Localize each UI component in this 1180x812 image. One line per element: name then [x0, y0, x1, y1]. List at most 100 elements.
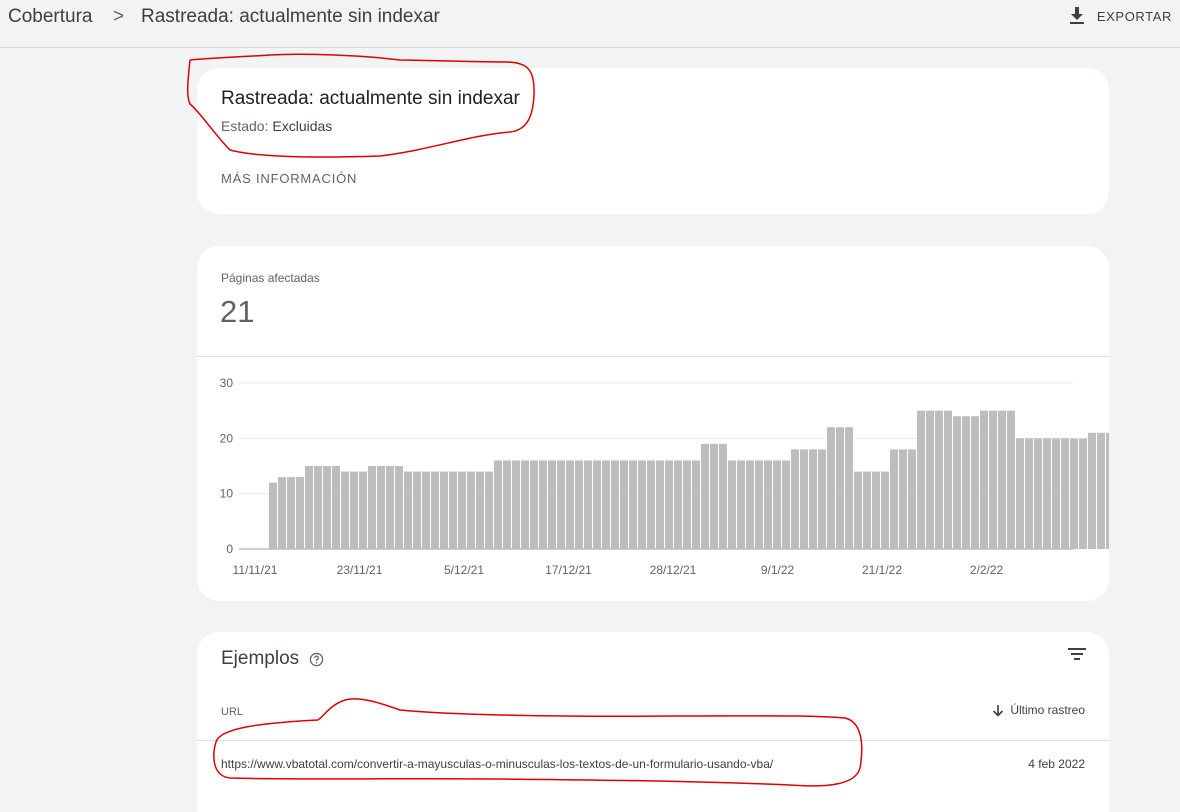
chart-bar[interactable] [962, 416, 970, 549]
chart-bar[interactable] [1070, 438, 1078, 549]
chart-bar[interactable] [521, 460, 529, 549]
chart-bar[interactable] [989, 410, 997, 549]
chart-bar[interactable] [287, 477, 295, 549]
column-header-last-crawl[interactable]: Último rastreo [992, 703, 1085, 717]
chart-bar[interactable] [620, 460, 628, 549]
chart-bar[interactable] [404, 471, 412, 549]
chart-bar[interactable] [422, 471, 430, 549]
chart-bar[interactable] [395, 466, 403, 549]
chart-bar[interactable] [827, 427, 835, 549]
chart-bar[interactable] [899, 449, 907, 549]
chart-bar[interactable] [512, 460, 520, 549]
chart-bar[interactable] [1088, 432, 1096, 549]
chart-bar[interactable] [323, 466, 331, 549]
chart-bar[interactable] [908, 449, 916, 549]
chart-bar[interactable] [476, 471, 484, 549]
chart-bar[interactable] [377, 466, 385, 549]
chart-bar[interactable] [773, 460, 781, 549]
chart-bar[interactable] [566, 460, 574, 549]
chart-bar[interactable] [791, 449, 799, 549]
chart-bar[interactable] [944, 410, 952, 549]
chart-bar[interactable] [278, 477, 286, 549]
chart-bar[interactable] [539, 460, 547, 549]
chart-bar[interactable] [1034, 438, 1042, 549]
chart-bar[interactable] [467, 471, 475, 549]
chart-bar[interactable] [746, 460, 754, 549]
chart-bar[interactable] [647, 460, 655, 549]
chart-bar[interactable] [818, 449, 826, 549]
chart-bar[interactable] [1079, 438, 1087, 549]
chart-bar[interactable] [602, 460, 610, 549]
chart-bar[interactable] [674, 460, 682, 549]
chart-bar[interactable] [314, 466, 322, 549]
chart-bar[interactable] [782, 460, 790, 549]
export-button[interactable]: EXPORTAR [1069, 5, 1172, 27]
chart-bar[interactable] [629, 460, 637, 549]
chart-bar[interactable] [350, 471, 358, 549]
chart-bar[interactable] [440, 471, 448, 549]
chart-bar[interactable] [296, 477, 304, 549]
chart-bar[interactable] [926, 410, 934, 549]
chart-bar[interactable] [503, 460, 511, 549]
chart-bar[interactable] [638, 460, 646, 549]
chart-bar[interactable] [1016, 438, 1024, 549]
chart-bar[interactable] [431, 471, 439, 549]
chart-bar[interactable] [728, 460, 736, 549]
more-info-link[interactable]: MÁS INFORMACIÓN [221, 171, 358, 186]
chart-bar[interactable] [530, 460, 538, 549]
chart-bar[interactable] [665, 460, 673, 549]
help-circle-icon[interactable] [309, 652, 324, 667]
chart-bar[interactable] [971, 416, 979, 549]
chart-bar[interactable] [872, 471, 880, 549]
chart-bar[interactable] [458, 471, 466, 549]
chart-bar[interactable] [845, 427, 853, 549]
chart-bar[interactable] [1043, 438, 1051, 549]
chart-bar[interactable] [980, 410, 988, 549]
chart-bar[interactable] [701, 443, 709, 549]
chart-bar[interactable] [881, 471, 889, 549]
column-header-url[interactable]: URL [221, 706, 244, 718]
chart-bar[interactable] [341, 471, 349, 549]
chart-bar[interactable] [764, 460, 772, 549]
chart-bar[interactable] [305, 466, 313, 549]
filter-icon[interactable] [1067, 646, 1087, 662]
chart-bar[interactable] [854, 471, 862, 549]
chart-bar[interactable] [557, 460, 565, 549]
chart-bar[interactable] [611, 460, 619, 549]
chart-bar[interactable] [269, 482, 277, 549]
chart-bar[interactable] [593, 460, 601, 549]
chart-bar[interactable] [584, 460, 592, 549]
row-url[interactable]: https://www.vbatotal.com/convertir-a-may… [221, 757, 774, 771]
chart-bar[interactable] [575, 460, 583, 549]
chart-bar[interactable] [1052, 438, 1060, 549]
chart-bar[interactable] [1106, 432, 1109, 549]
chart-bar[interactable] [368, 466, 376, 549]
table-row[interactable]: https://www.vbatotal.com/convertir-a-may… [197, 741, 1109, 789]
chart-bar[interactable] [332, 466, 340, 549]
chart-bar[interactable] [809, 449, 817, 549]
chart-bar[interactable] [800, 449, 808, 549]
chart-bar[interactable] [755, 460, 763, 549]
chart-bar[interactable] [449, 471, 457, 549]
chart-bar[interactable] [692, 460, 700, 549]
chart-bar[interactable] [1007, 410, 1015, 549]
chart-bar[interactable] [836, 427, 844, 549]
chart-bar[interactable] [548, 460, 556, 549]
chart-bar[interactable] [485, 471, 493, 549]
chart-bar[interactable] [998, 410, 1006, 549]
chart-bar[interactable] [656, 460, 664, 549]
chart-bar[interactable] [494, 460, 502, 549]
chart-bar[interactable] [863, 471, 871, 549]
chart-bar[interactable] [1097, 432, 1105, 549]
chart-bar[interactable] [413, 471, 421, 549]
chart-bar[interactable] [953, 416, 961, 549]
chart-bar[interactable] [710, 443, 718, 549]
chart-bar[interactable] [719, 443, 727, 549]
chart-bar[interactable] [737, 460, 745, 549]
chart-bar[interactable] [1061, 438, 1069, 549]
breadcrumb-coverage-link[interactable]: Cobertura [8, 6, 93, 27]
chart-bar[interactable] [1025, 438, 1033, 549]
chart-bar[interactable] [890, 449, 898, 549]
chart-bar[interactable] [935, 410, 943, 549]
chart-bar[interactable] [683, 460, 691, 549]
